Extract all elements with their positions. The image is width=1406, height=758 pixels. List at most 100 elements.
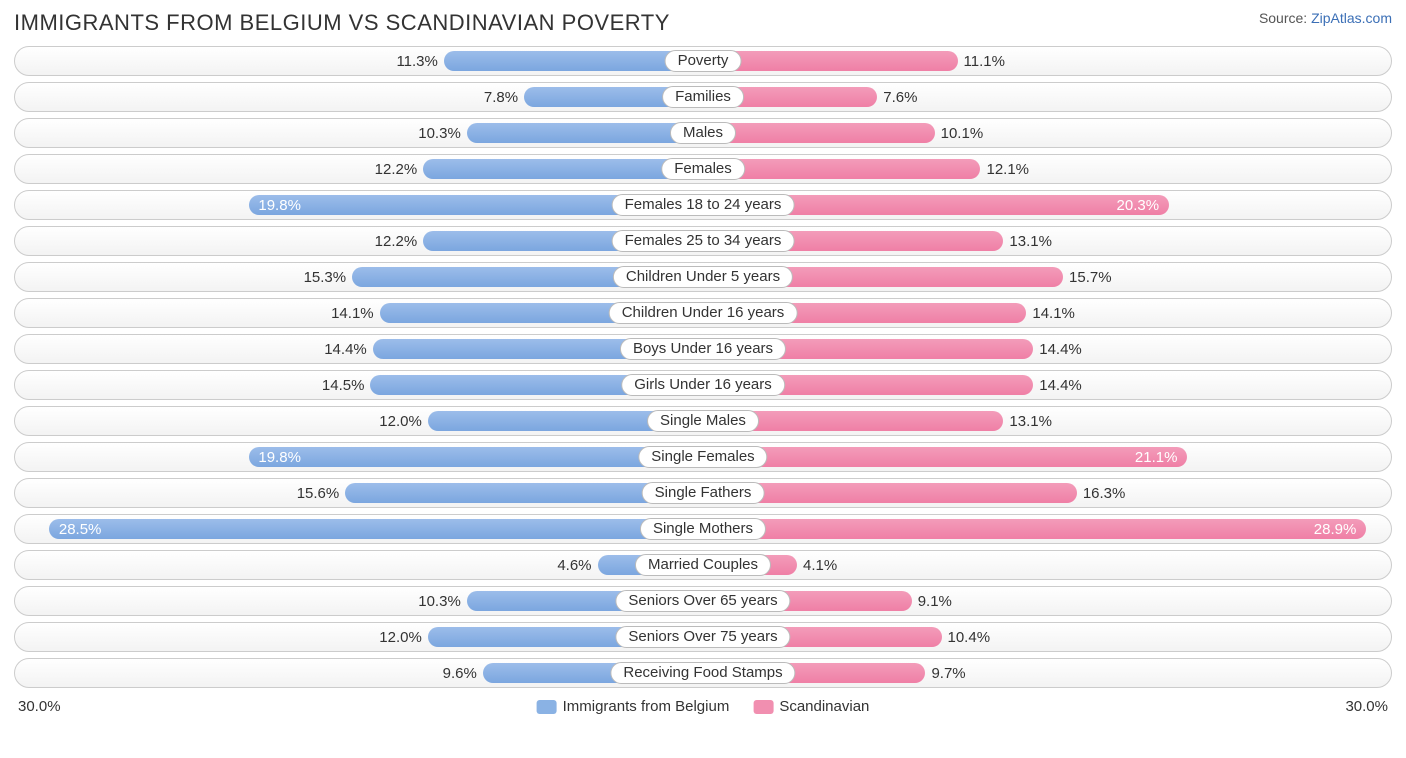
value-label-left: 10.3%	[418, 587, 461, 617]
value-label-left: 11.3%	[396, 47, 437, 77]
source-label: Source:	[1259, 10, 1311, 26]
bar-half-right: 21.1%	[703, 443, 1391, 471]
value-label-left: 4.6%	[557, 551, 591, 581]
value-label-left: 15.3%	[304, 263, 347, 293]
bar-half-left: 12.2%	[15, 155, 703, 183]
legend-item-right: Scandinavian	[753, 698, 869, 715]
category-label: Females 18 to 24 years	[612, 194, 795, 216]
bar-row: 10.3%10.1%Males	[14, 118, 1392, 148]
bar-half-right: 14.1%	[703, 299, 1391, 327]
bar-right	[703, 447, 1187, 467]
bar-half-right: 11.1%	[703, 47, 1391, 75]
value-label-right: 9.7%	[931, 659, 965, 689]
bar-row: 15.6%16.3%Single Fathers	[14, 478, 1392, 508]
bar-half-right: 13.1%	[703, 407, 1391, 435]
value-label-left: 28.5%	[59, 515, 102, 545]
bar-half-right: 14.4%	[703, 371, 1391, 399]
axis-max-left: 30.0%	[18, 698, 61, 715]
bar-half-right: 13.1%	[703, 227, 1391, 255]
category-label: Females	[661, 158, 745, 180]
category-label: Children Under 5 years	[613, 266, 793, 288]
legend: Immigrants from Belgium Scandinavian	[537, 698, 870, 715]
bar-half-right: 4.1%	[703, 551, 1391, 579]
bar-row: 9.6% 9.7% Receiving Food Stamps	[14, 658, 1392, 688]
bar-half-right: 9.7%	[703, 659, 1391, 687]
value-label-left: 12.2%	[375, 227, 418, 257]
category-label: Males	[670, 122, 736, 144]
bar-half-left: 15.6%	[15, 479, 703, 507]
bar-half-right: 15.7%	[703, 263, 1391, 291]
bar-half-right: 14.4%	[703, 335, 1391, 363]
value-label-right: 28.9%	[1314, 515, 1357, 545]
category-label: Boys Under 16 years	[620, 338, 786, 360]
category-label: Married Couples	[635, 554, 771, 576]
bar-half-right: 7.6%	[703, 83, 1391, 111]
category-label: Receiving Food Stamps	[610, 662, 795, 684]
value-label-left: 14.5%	[322, 371, 365, 401]
bar-left	[249, 447, 703, 467]
legend-item-left: Immigrants from Belgium	[537, 698, 730, 715]
value-label-right: 10.4%	[948, 623, 991, 653]
bar-half-left: 12.0%	[15, 623, 703, 651]
bar-row: 14.4%14.4%Boys Under 16 years	[14, 334, 1392, 364]
diverging-bar-chart: 11.3%11.1%Poverty7.8%7.6%Families10.3%10…	[14, 46, 1392, 688]
value-label-right: 14.4%	[1039, 335, 1082, 365]
category-label: Girls Under 16 years	[621, 374, 785, 396]
bar-half-left: 12.0%	[15, 407, 703, 435]
bar-right	[703, 519, 1366, 539]
legend-swatch-right	[753, 700, 773, 714]
bar-left	[467, 123, 703, 143]
category-label: Seniors Over 65 years	[615, 590, 790, 612]
bar-right	[703, 123, 935, 143]
category-label: Families	[662, 86, 744, 108]
category-label: Single Fathers	[642, 482, 765, 504]
value-label-right: 12.1%	[986, 155, 1029, 185]
category-label: Children Under 16 years	[609, 302, 798, 324]
legend-label-right: Scandinavian	[779, 698, 869, 715]
bar-half-left: 14.5%	[15, 371, 703, 399]
bar-half-left: 10.3%	[15, 587, 703, 615]
bar-half-left: 19.8%	[15, 191, 703, 219]
bar-left	[49, 519, 703, 539]
value-label-right: 14.4%	[1039, 371, 1082, 401]
category-label: Single Mothers	[640, 518, 766, 540]
value-label-left: 14.1%	[331, 299, 374, 329]
value-label-left: 7.8%	[484, 83, 518, 113]
value-label-left: 19.8%	[258, 191, 301, 221]
bar-half-left: 9.6%	[15, 659, 703, 687]
value-label-right: 4.1%	[803, 551, 837, 581]
bar-row: 7.8% 7.6%Families	[14, 82, 1392, 112]
bar-half-left: 7.8%	[15, 83, 703, 111]
bar-row: 10.3%9.1%Seniors Over 65 years	[14, 586, 1392, 616]
bar-row: 28.5% 28.9% Single Mothers	[14, 514, 1392, 544]
bar-half-left: 28.5%	[15, 515, 703, 543]
bar-half-right: 12.1%	[703, 155, 1391, 183]
chart-footer: 30.0% Immigrants from Belgium Scandinavi…	[14, 694, 1392, 722]
bar-row: 14.5% 14.4% Girls Under 16 years	[14, 370, 1392, 400]
bar-row: 19.8%21.1%Single Females	[14, 442, 1392, 472]
bar-row: 4.6% 4.1% Married Couples	[14, 550, 1392, 580]
source-link[interactable]: ZipAtlas.com	[1311, 10, 1392, 26]
bar-row: 12.2% 13.1%Females 25 to 34 years	[14, 226, 1392, 256]
bar-row: 12.2% 12.1% Females	[14, 154, 1392, 184]
value-label-right: 10.1%	[941, 119, 984, 149]
value-label-right: 13.1%	[1009, 407, 1052, 437]
category-label: Single Females	[638, 446, 767, 468]
category-label: Poverty	[665, 50, 742, 72]
value-label-right: 20.3%	[1117, 191, 1160, 221]
value-label-left: 12.0%	[379, 407, 422, 437]
value-label-left: 12.0%	[379, 623, 422, 653]
bar-half-right: 28.9%	[703, 515, 1391, 543]
header: IMMIGRANTS FROM BELGIUM VS SCANDINAVIAN …	[14, 10, 1392, 36]
bar-half-left: 4.6%	[15, 551, 703, 579]
legend-label-left: Immigrants from Belgium	[563, 698, 730, 715]
bar-half-left: 15.3%	[15, 263, 703, 291]
legend-swatch-left	[537, 700, 557, 714]
axis-max-right: 30.0%	[1345, 698, 1388, 715]
bar-row: 12.0%10.4%Seniors Over 75 years	[14, 622, 1392, 652]
value-label-right: 14.1%	[1032, 299, 1075, 329]
value-label-right: 15.7%	[1069, 263, 1112, 293]
value-label-right: 11.1%	[964, 47, 1005, 77]
category-label: Single Males	[647, 410, 759, 432]
category-label: Females 25 to 34 years	[612, 230, 795, 252]
